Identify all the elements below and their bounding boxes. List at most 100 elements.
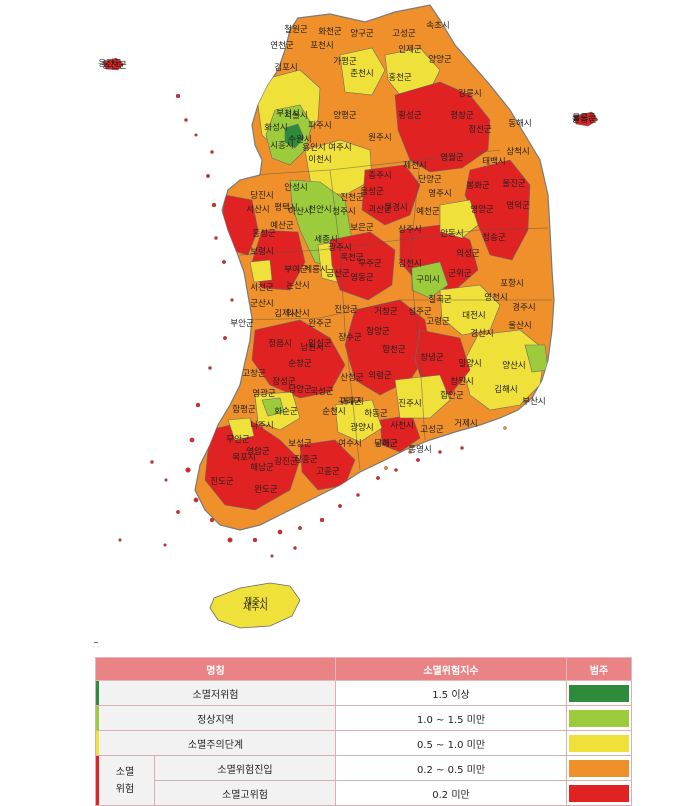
region-label: 김제시 <box>274 308 297 319</box>
region-label: 강진군 <box>274 456 298 467</box>
region-red-central-north <box>361 164 421 226</box>
region-red-south-coast <box>204 419 301 511</box>
region-label: 보령시 <box>250 246 273 257</box>
region-label: 강릉시 <box>458 88 481 99</box>
island-label-jeju: 제주시 <box>243 602 268 613</box>
region-label: 횡성군 <box>398 110 422 121</box>
legend-row: 정상지역 1.0 ~ 1.5 미만 <box>95 705 632 731</box>
region-label: 예산군 <box>270 220 294 231</box>
legend-name: 소멸위험진입 <box>154 755 336 781</box>
region-red-gangwon <box>394 81 491 173</box>
legend-range: 0.2 미만 <box>335 780 567 806</box>
region-label: 창원시 <box>450 377 473 387</box>
region-label: 화성시 <box>264 123 287 133</box>
region-label: 정선군 <box>468 124 492 135</box>
region-label: 의령군 <box>368 370 392 381</box>
region-label: 세종시 <box>314 235 337 245</box>
region-green-gwangju-core <box>261 397 285 417</box>
region-label: 고성군 <box>392 29 416 39</box>
region-label: 익산시 <box>286 308 309 319</box>
region-label: 순천시 <box>322 406 345 417</box>
region-label: 여주시 <box>328 142 351 153</box>
region-label: 금산군 <box>326 268 350 279</box>
region-label: 부안군 <box>230 318 254 329</box>
region-label: 의성군 <box>456 248 480 259</box>
region-label: 서울시 <box>284 111 307 121</box>
region-label: 영월군 <box>440 152 464 163</box>
legend-range: 1.5 이상 <box>335 680 567 706</box>
region-label: 청송군 <box>482 233 506 243</box>
island-label-east: 울릉군 <box>572 114 597 125</box>
region-label: 부여군 <box>284 264 308 275</box>
legend-group-line2: 위험 <box>115 783 135 795</box>
region-label: 영광군 <box>252 388 276 399</box>
region-label: 양양군 <box>428 54 452 65</box>
region-label: 속초시 <box>426 21 449 31</box>
region-label: 순창군 <box>288 359 312 369</box>
region-yellow-gunsan <box>249 259 273 283</box>
region-label: 나주시 <box>250 421 273 431</box>
region-label: 시흥시 <box>270 140 293 151</box>
island-jeju <box>209 582 301 629</box>
region-label: 대전시 <box>462 310 485 321</box>
legend-row: 소멸저위험 1.5 이상 <box>95 680 632 706</box>
region-label: 화순군 <box>274 407 298 417</box>
region-label: 고령군 <box>426 316 450 327</box>
legend-name: 정상지역 <box>197 714 234 726</box>
island-label-west: 옹진군 <box>102 60 127 71</box>
legend-swatch-1 <box>569 709 629 727</box>
region-label: 목포시 <box>232 453 255 463</box>
region-label: 거제시 <box>454 419 477 429</box>
region-label: 무안군 <box>226 434 250 445</box>
region-label: 양구군 <box>350 28 374 39</box>
region-label: 여수시 <box>338 438 361 449</box>
region-label: 창녕군 <box>420 353 444 363</box>
island-ulleung <box>573 111 599 127</box>
region-yellow-chuncheon <box>339 47 386 96</box>
region-label: 인제군 <box>398 44 422 55</box>
region-label: 울릉군 <box>572 113 596 123</box>
region-label: 장수군 <box>338 332 362 343</box>
region-label: 연천군 <box>270 40 294 51</box>
region-label: 동해시 <box>508 119 531 129</box>
region-label: 서천군 <box>250 282 274 293</box>
region-label: 광주시 <box>328 242 351 253</box>
region-label: 밀양시 <box>458 358 481 369</box>
region-darkgreen-capital <box>284 123 305 149</box>
region-label: 곡성군 <box>310 387 334 397</box>
region-label: 청주시 <box>332 207 355 217</box>
region-label: 옥천군 <box>340 252 364 263</box>
region-label: 아산시 <box>288 206 311 217</box>
legend-header-index: 소멸위험지수 <box>335 657 567 681</box>
region-label: 옹진군 <box>98 58 122 69</box>
region-label: 구미시 <box>416 275 439 285</box>
legend-range: 1.0 ~ 1.5 미만 <box>335 705 567 731</box>
region-label: 양산시 <box>502 360 525 371</box>
region-label: 포천시 <box>310 40 333 51</box>
legend-header-name: 명칭 <box>95 657 336 681</box>
region-label: 함평군 <box>232 404 256 415</box>
region-label: 완주군 <box>308 319 332 329</box>
region-red-jinan-muju <box>329 231 396 301</box>
legend-name: 소멸저위험 <box>192 689 239 701</box>
region-label: 예천군 <box>416 206 440 217</box>
region-label: 칠곡군 <box>428 295 452 305</box>
legend-swatch-4 <box>569 784 629 802</box>
region-label: 영동군 <box>350 272 374 283</box>
region-label: 천안시 <box>308 204 331 215</box>
region-label: 울산시 <box>508 320 531 331</box>
region-label: 사천시 <box>390 420 413 431</box>
region-label: 문경시 <box>384 202 407 213</box>
region-label: 안동시 <box>440 228 463 239</box>
legend-header-category: 범주 <box>566 657 632 681</box>
region-label: 진도군 <box>210 476 234 487</box>
legend-name: 소멸고위험 <box>154 780 336 806</box>
region-label: 부천시 <box>276 108 299 119</box>
region-label: 장성군 <box>272 376 296 387</box>
region-label: 남해군 <box>374 439 398 449</box>
region-label: 태백시 <box>482 156 505 167</box>
region-label: 고성군 <box>420 425 444 435</box>
region-label: 서산시 <box>246 204 269 215</box>
legend-group-line1: 소멸 <box>115 766 135 778</box>
